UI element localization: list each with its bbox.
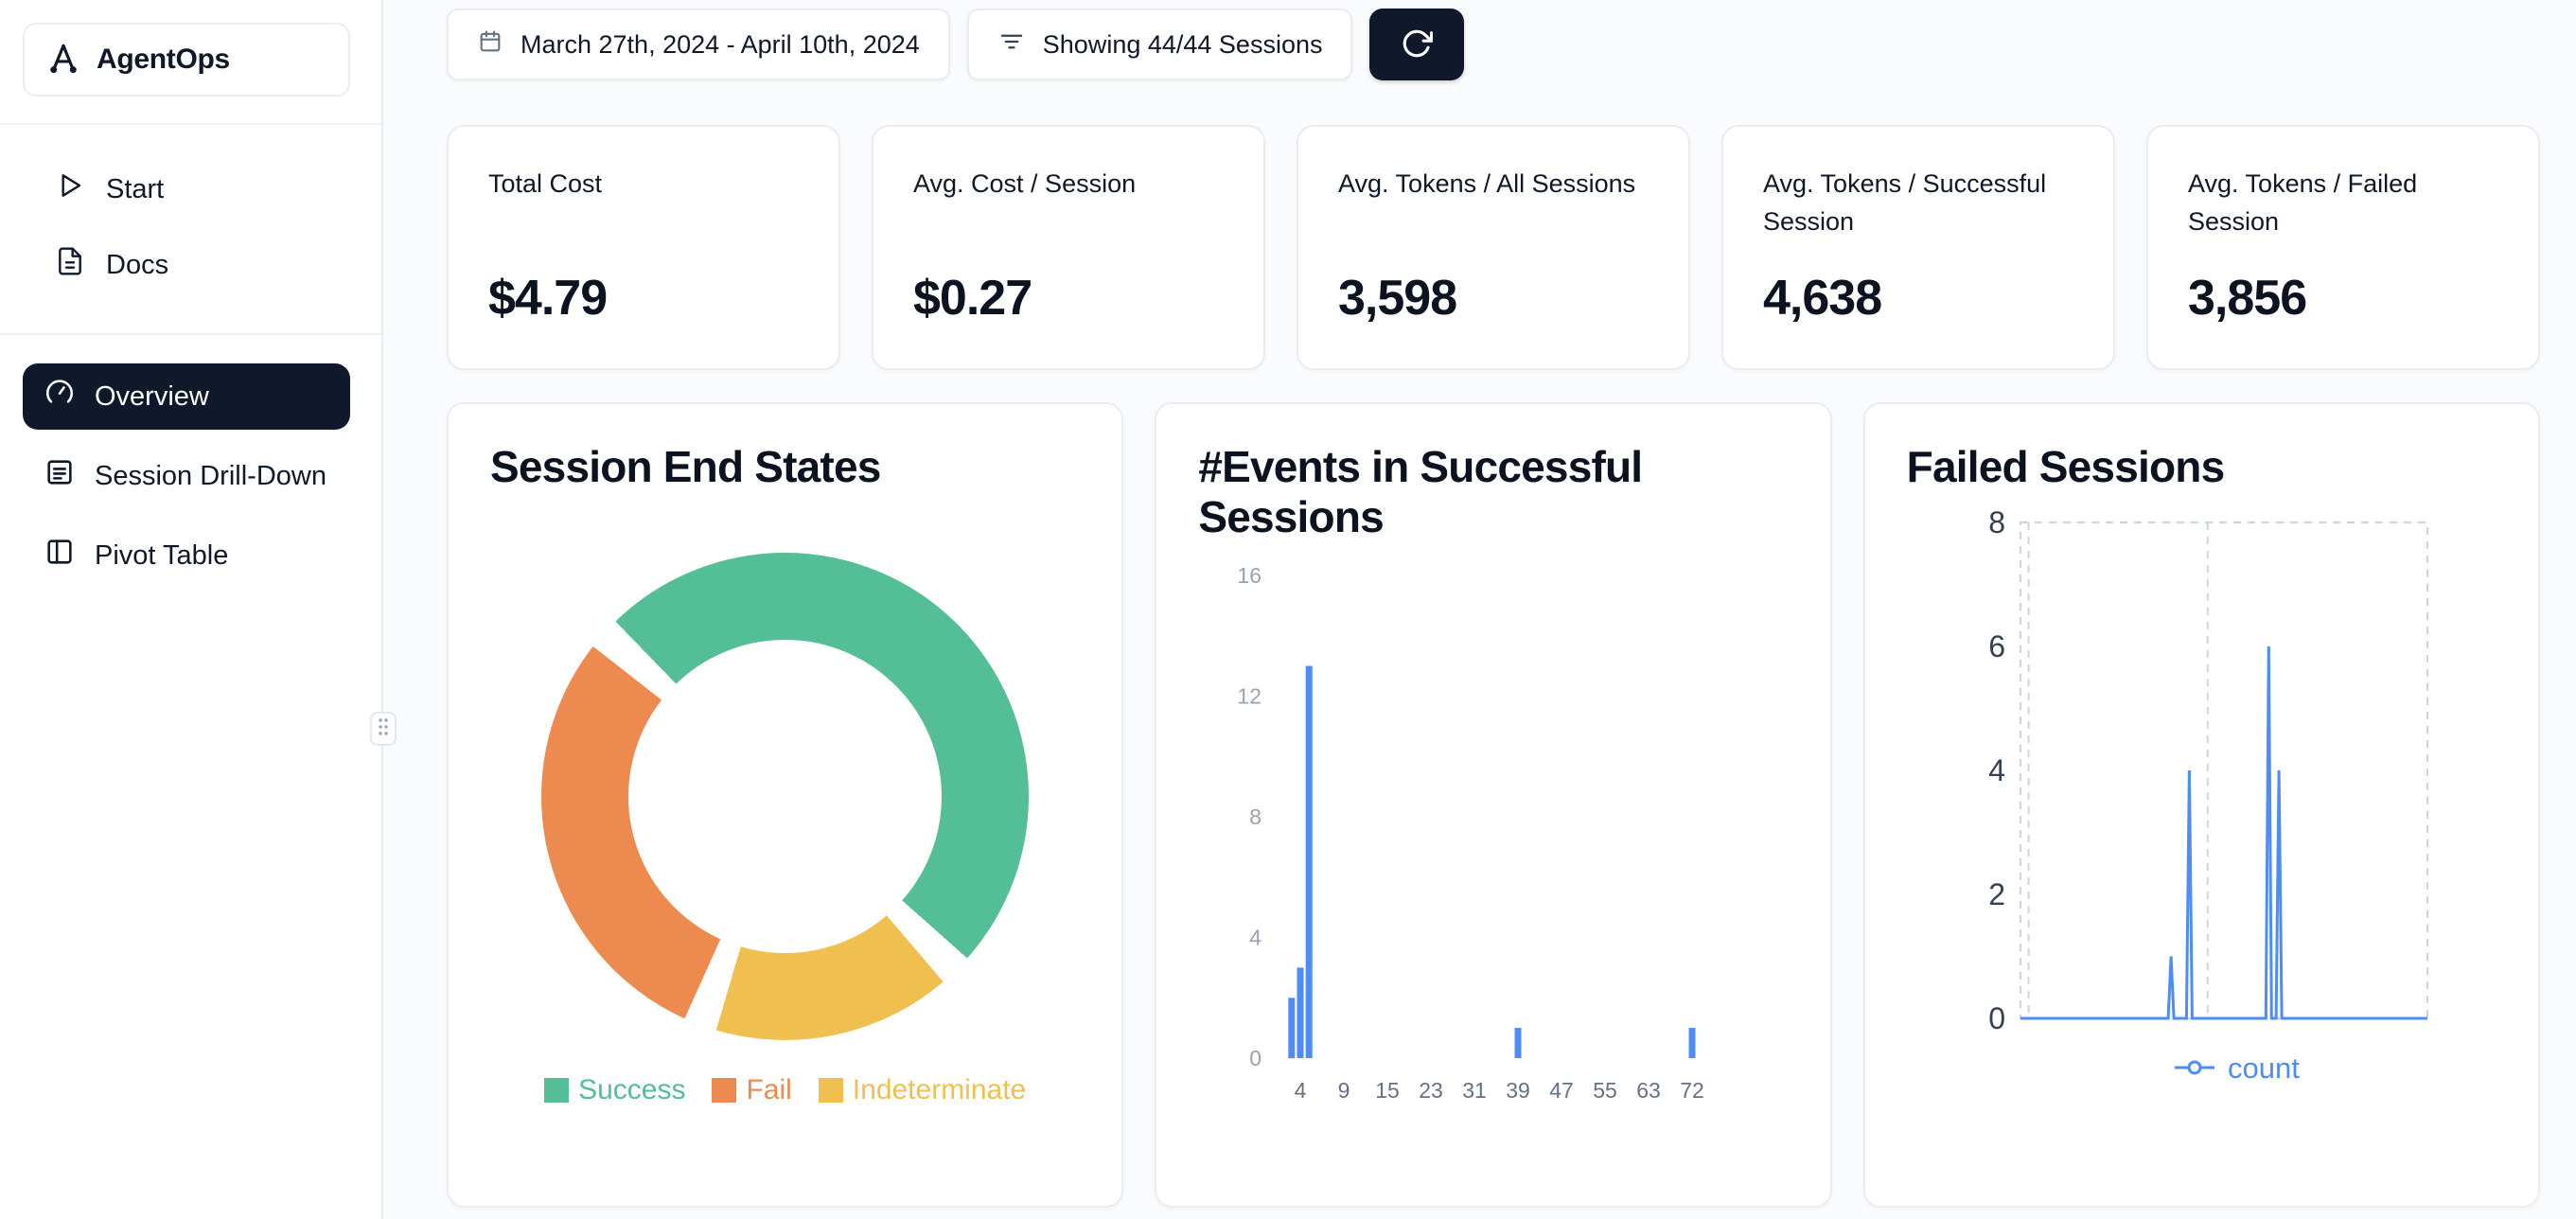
chart-cards: Session End States Success Fail Indetermin… xyxy=(447,402,2540,1208)
grip-dots-icon xyxy=(377,716,390,742)
sidebar-item-docs[interactable]: Docs xyxy=(0,227,381,303)
svg-text:12: 12 xyxy=(1238,683,1262,708)
app-name: AgentOps xyxy=(97,44,230,75)
toolbar: March 27th, 2024 - April 10th, 2024 Show… xyxy=(447,9,1465,80)
session-end-states-card: Session End States Success Fail Indetermin… xyxy=(447,402,1124,1208)
filter-icon xyxy=(997,27,1026,62)
svg-text:31: 31 xyxy=(1463,1078,1488,1103)
stat-card-avg-cost-session: Avg. Cost / Session $0.27 xyxy=(872,125,1265,370)
sessions-filter-button[interactable]: Showing 44/44 Sessions xyxy=(966,9,1353,80)
chart-title: #Events in Successful Sessions xyxy=(1198,442,1643,542)
legend-item-fail: Fail xyxy=(712,1074,792,1106)
sidebar-item-label: Session Drill-Down xyxy=(95,460,326,491)
svg-text:8: 8 xyxy=(1988,505,2005,539)
agentops-logo-icon xyxy=(45,40,81,80)
session-end-legend: Success Fail Indeterminate xyxy=(544,1074,1026,1106)
legend-label: Indeterminate xyxy=(852,1074,1027,1106)
docs-icon xyxy=(55,246,85,284)
svg-text:72: 72 xyxy=(1681,1078,1705,1103)
sidebar-resize-handle[interactable] xyxy=(370,712,397,746)
legend-swatch xyxy=(818,1078,843,1104)
events-chart: 0 4 8 12 16 4 9 15 23 31 39 47 55 63 72 xyxy=(1238,563,1705,1103)
failed-sessions-card: Failed Sessions 0 2 4 6 8 count xyxy=(1862,402,2540,1208)
play-icon xyxy=(55,170,85,208)
stat-label: Avg. Tokens / Failed Session xyxy=(2188,169,2418,236)
gauge-icon xyxy=(44,377,76,416)
svg-text:6: 6 xyxy=(1988,629,2005,663)
svg-text:9: 9 xyxy=(1338,1078,1350,1103)
svg-text:16: 16 xyxy=(1238,563,1262,588)
legend-swatch xyxy=(712,1078,737,1104)
sessions-filter-label: Showing 44/44 Sessions xyxy=(1042,29,1323,59)
sidebar-nav: Overview Session Drill-Down Pivot Table xyxy=(0,363,381,602)
stat-label: Avg. Tokens / All Sessions xyxy=(1338,169,1636,198)
date-range-label: March 27th, 2024 - April 10th, 2024 xyxy=(520,29,920,59)
svg-text:63: 63 xyxy=(1637,1078,1662,1103)
svg-text:0: 0 xyxy=(1988,1001,2005,1035)
sidebar-item-label: Pivot Table xyxy=(95,539,229,571)
svg-text:8: 8 xyxy=(1250,804,1262,829)
sidebar: AgentOps Start Docs xyxy=(0,0,397,1219)
events-in-successful-sessions-card: #Events in Successful Sessions 0 4 8 12 16 4 9… xyxy=(1155,402,1832,1208)
refresh-button[interactable] xyxy=(1369,9,1465,80)
stat-value: 3,856 xyxy=(2188,271,2307,326)
session-end-donut xyxy=(541,553,1030,1041)
sidebar-divider xyxy=(0,123,381,125)
svg-text:15: 15 xyxy=(1376,1078,1401,1103)
svg-text:47: 47 xyxy=(1550,1078,1575,1103)
sidebar-item-label: Docs xyxy=(106,249,169,280)
stat-label: Avg. Cost / Session xyxy=(913,169,1137,198)
legend-label: Success xyxy=(578,1074,686,1106)
svg-text:4: 4 xyxy=(1295,1078,1307,1103)
stat-label: Avg. Tokens / Successful Session xyxy=(1763,169,2047,236)
svg-text:4: 4 xyxy=(1988,753,2005,787)
legend-label: Fail xyxy=(746,1074,792,1106)
svg-text:4: 4 xyxy=(1250,925,1262,949)
chart-title: Session End States xyxy=(490,442,881,491)
stat-value: 4,638 xyxy=(1763,271,1882,326)
stat-cards: Total Cost $4.79 Avg. Cost / Session $0.… xyxy=(447,125,2540,370)
sidebar-item-session-drill-down[interactable]: Session Drill-Down xyxy=(23,443,350,509)
svg-text:55: 55 xyxy=(1594,1078,1618,1103)
legend-item-success: Success xyxy=(544,1074,685,1106)
stat-card-avg-tokens-successful: Avg. Tokens / Successful Session 4,638 xyxy=(1721,125,2115,370)
sidebar-links: Start Docs xyxy=(0,151,381,303)
legend-item-indeterminate: Indeterminate xyxy=(818,1074,1027,1106)
app-logo[interactable]: AgentOps xyxy=(23,23,350,97)
stat-value: $0.27 xyxy=(913,271,1032,326)
sidebar-item-label: Overview xyxy=(95,380,209,412)
svg-text:39: 39 xyxy=(1507,1078,1531,1103)
refresh-icon xyxy=(1401,27,1434,62)
sidebar-item-overview[interactable]: Overview xyxy=(23,363,350,430)
calendar-icon xyxy=(477,28,503,62)
chart-title: Failed Sessions xyxy=(1906,442,2226,491)
date-range-button[interactable]: March 27th, 2024 - April 10th, 2024 xyxy=(447,9,950,80)
sidebar-item-start[interactable]: Start xyxy=(0,151,381,227)
svg-text:2: 2 xyxy=(1988,877,2005,911)
sessions-icon xyxy=(44,456,76,496)
session-end-donut-wrap: Success Fail Indeterminate xyxy=(490,492,1080,1106)
stat-value: $4.79 xyxy=(488,271,608,326)
stat-card-avg-tokens-all: Avg. Tokens / All Sessions 3,598 xyxy=(1297,125,1690,370)
legend-swatch xyxy=(544,1078,570,1104)
sidebar-item-pivot-table[interactable]: Pivot Table xyxy=(23,522,350,589)
pivot-icon xyxy=(44,536,76,575)
stat-card-total-cost: Total Cost $4.79 xyxy=(447,125,840,370)
failed-chart: 0 2 4 6 8 count xyxy=(1988,505,2428,1085)
sidebar-divider xyxy=(0,333,381,335)
stat-card-avg-tokens-failed: Avg. Tokens / Failed Session 3,856 xyxy=(2146,125,2540,370)
svg-text:0: 0 xyxy=(1250,1046,1262,1070)
stat-label: Total Cost xyxy=(488,169,603,198)
stat-value: 3,598 xyxy=(1338,271,1457,326)
svg-text:23: 23 xyxy=(1420,1078,1444,1103)
svg-text:count: count xyxy=(2228,1051,2300,1085)
sidebar-item-label: Start xyxy=(106,173,165,204)
